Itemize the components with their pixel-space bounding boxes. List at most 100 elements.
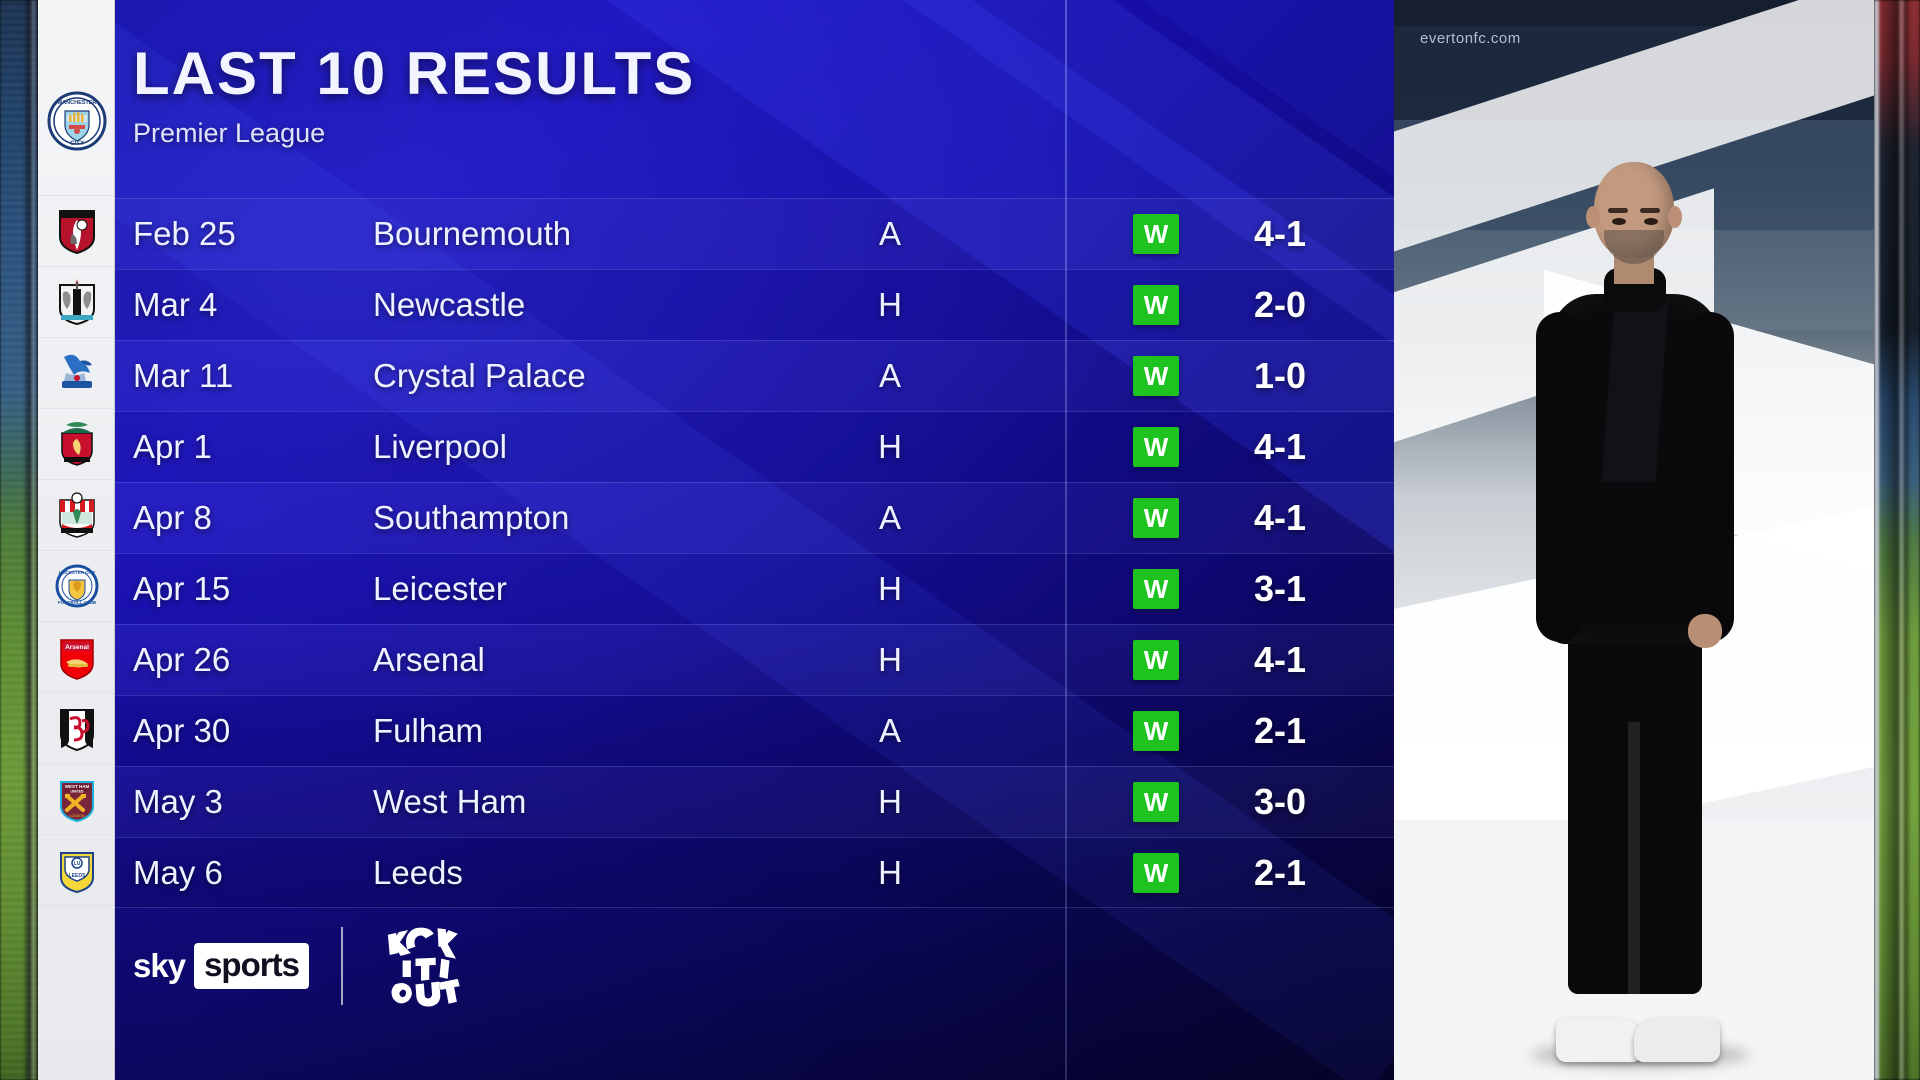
leeds-badge: LU LEEDS [59, 852, 94, 893]
figure-eye-left [1612, 218, 1626, 225]
result-letter: W [1133, 782, 1179, 822]
manager-figure [1520, 162, 1750, 1068]
badge-cell-crystal-palace [38, 338, 115, 409]
match-venue: H [878, 641, 902, 678]
result-letter: W [1133, 852, 1179, 893]
badge-cell-manchester-city: MANCHESTER CITY [38, 46, 115, 196]
figure-brow-right [1640, 208, 1660, 213]
page-subtitle: Premier League [133, 118, 326, 148]
result-letter: W [1133, 285, 1179, 325]
match-score: 1-0 [1253, 355, 1307, 396]
panel-vignette [115, 0, 1394, 1080]
table-row[interactable]: Apr 1 Liverpool H W 4-1 [115, 411, 1394, 482]
svg-text:LU: LU [73, 861, 80, 867]
match-date: May 3 [133, 783, 223, 820]
match-score: 4-1 [1253, 497, 1307, 538]
match-opponent: Liverpool [373, 428, 507, 465]
match-date: Apr 1 [133, 428, 212, 465]
match-venue: A [878, 712, 901, 749]
match-date: Apr 26 [133, 641, 231, 678]
match-opponent: Fulham [373, 712, 484, 749]
match-venue: A [878, 499, 901, 536]
stadium-photo-left-edge [0, 0, 38, 1080]
figure-legs [1568, 614, 1702, 994]
match-date: Apr 8 [133, 499, 212, 536]
badge-cell-southampton [38, 480, 115, 551]
result-letter: W [1133, 427, 1179, 467]
table-row[interactable]: May 6 Leeds H W 2-1 [115, 837, 1394, 908]
match-venue: A [878, 215, 901, 252]
result-badge: W [1133, 285, 1179, 325]
result-letter: W [1133, 498, 1179, 538]
match-venue: H [878, 853, 902, 891]
svg-text:WEST HAM: WEST HAM [64, 784, 89, 789]
table-row[interactable]: Apr 30 Fulham A W 2-1 [115, 695, 1394, 766]
table-row[interactable]: May 3 West Ham H W 3-0 [115, 766, 1394, 837]
result-badge: W [1133, 782, 1179, 822]
badge-cell-fulham [38, 693, 115, 764]
result-badge: W [1133, 498, 1179, 538]
table-row[interactable]: Apr 26 Arsenal H W 4-1 [115, 624, 1394, 695]
crystal-palace-badge [61, 354, 92, 388]
manchester-city-badge: MANCHESTER CITY [47, 91, 106, 150]
stadium-advert-text: evertonfc.com [1420, 30, 1521, 47]
badge-cell-leeds: LU LEEDS [38, 835, 115, 906]
figure-arm-right [1686, 312, 1734, 642]
stadium-photo-right-edge [1874, 0, 1920, 1080]
page-title: LAST 10 RESULTS [133, 40, 696, 107]
match-score: 4-1 [1253, 213, 1307, 254]
match-opponent: Newcastle [373, 286, 526, 323]
figure-eye-right [1644, 218, 1658, 225]
svg-text:FOOTBALL CLUB: FOOTBALL CLUB [57, 600, 96, 605]
svg-text:Arsenal: Arsenal [65, 644, 89, 651]
match-date: Mar 4 [133, 286, 218, 323]
result-badge: W [1133, 852, 1179, 893]
newcastle-badge [58, 279, 95, 325]
match-opponent: Southampton [373, 499, 570, 536]
table-row[interactable]: Apr 8 Southampton A W 4-1 [115, 482, 1394, 553]
table-row[interactable]: Apr 15 Leicester H W 3-1 [115, 553, 1394, 624]
club-badge-rail: MANCHESTER CITY [38, 0, 115, 1080]
match-opponent: West Ham [373, 783, 527, 820]
figure-shoe-left [1556, 1018, 1642, 1062]
match-venue: H [878, 783, 902, 820]
svg-text:LONDON: LONDON [69, 814, 84, 818]
badge-cell-west-ham: WEST HAM UNITED LONDON [38, 764, 115, 835]
results-panel: LAST 10 RESULTS Premier League Feb 25 Bo… [115, 0, 1394, 1080]
results-table: Feb 25 Bournemouth A W 4-1 Mar 4 Newcast… [115, 198, 1394, 908]
badge-cell-bournemouth [38, 196, 115, 267]
footer-logos: sky sports [133, 920, 467, 1012]
table-row[interactable]: Mar 4 Newcastle H W 2-0 [115, 269, 1394, 340]
match-score: 3-1 [1253, 568, 1307, 609]
match-score: 2-0 [1253, 284, 1307, 325]
figure-beard [1604, 230, 1664, 264]
result-badge: W [1133, 427, 1179, 467]
sky-sports-logo: sky sports [133, 943, 309, 989]
result-badge: W [1133, 356, 1179, 396]
result-badge: W [1133, 711, 1179, 751]
figure-ear-right [1668, 206, 1682, 228]
liverpool-badge [60, 422, 93, 466]
figure-leg-gap [1628, 722, 1640, 994]
figure-ear-left [1586, 206, 1600, 228]
svg-text:UNITED: UNITED [70, 790, 84, 794]
southampton-badge [58, 492, 95, 538]
figure-brow-left [1608, 208, 1628, 213]
figure-shoe-right [1634, 1018, 1720, 1062]
figure-hand [1688, 614, 1722, 648]
match-opponent: Crystal Palace [373, 357, 586, 394]
match-date: Apr 30 [133, 712, 231, 749]
sky-wordmark: sky [133, 947, 186, 984]
table-row[interactable]: Mar 11 Crystal Palace A W 1-0 [115, 340, 1394, 411]
table-row[interactable]: Feb 25 Bournemouth A W 4-1 [115, 198, 1394, 269]
arsenal-badge: Arsenal [59, 639, 94, 680]
match-date: May 6 [133, 853, 223, 891]
svg-text:LEICESTER CITY: LEICESTER CITY [58, 570, 95, 575]
kick-it-out-logo [387, 927, 460, 1007]
result-badge: W [1133, 569, 1179, 609]
result-badge: W [1133, 214, 1179, 254]
match-score: 2-1 [1253, 851, 1307, 893]
figure-arm-left [1536, 312, 1584, 642]
bournemouth-badge [58, 210, 95, 254]
match-opponent: Bournemouth [373, 215, 572, 252]
